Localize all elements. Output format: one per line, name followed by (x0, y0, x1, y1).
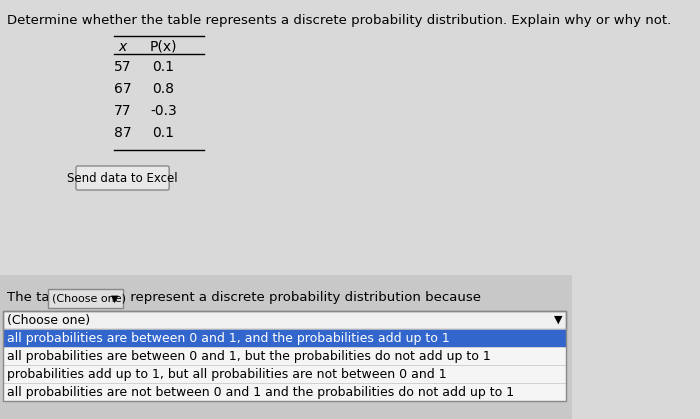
Text: 0.8: 0.8 (153, 82, 174, 96)
Text: 0.1: 0.1 (153, 60, 174, 74)
FancyBboxPatch shape (76, 166, 169, 190)
Text: all probabilities are between 0 and 1, and the probabilities add up to 1: all probabilities are between 0 and 1, a… (6, 331, 449, 344)
Text: 77: 77 (114, 104, 132, 118)
FancyBboxPatch shape (48, 289, 123, 308)
Bar (4, 365, 566, 383)
Text: x: x (118, 40, 127, 54)
Text: (Choose one): (Choose one) (6, 313, 90, 326)
Text: 67: 67 (114, 82, 132, 96)
Text: ▼: ▼ (554, 315, 562, 325)
Bar (4, 383, 566, 401)
Bar (0, 275, 572, 419)
Text: Send data to Excel: Send data to Excel (67, 171, 178, 184)
Text: (Choose one): (Choose one) (52, 293, 126, 303)
Bar (4, 311, 566, 329)
Text: The table: The table (6, 291, 74, 304)
Text: 0.1: 0.1 (153, 126, 174, 140)
Bar (4, 347, 566, 365)
Bar (4, 329, 566, 347)
Text: P(x): P(x) (150, 40, 177, 54)
Text: all probabilities are not between 0 and 1 and the probabilities do not add up to: all probabilities are not between 0 and … (6, 385, 514, 398)
Text: represent a discrete probability distribution because: represent a discrete probability distrib… (126, 291, 481, 304)
Text: 57: 57 (114, 60, 132, 74)
Text: probabilities add up to 1, but all probabilities are not between 0 and 1: probabilities add up to 1, but all proba… (6, 367, 446, 380)
Text: Determine whether the table represents a discrete probability distribution. Expl: Determine whether the table represents a… (6, 14, 671, 27)
Bar (4, 311, 566, 401)
Text: -0.3: -0.3 (150, 104, 177, 118)
Text: 87: 87 (114, 126, 132, 140)
Text: all probabilities are between 0 and 1, but the probabilities do not add up to 1: all probabilities are between 0 and 1, b… (6, 349, 490, 362)
Text: ▼: ▼ (111, 293, 118, 303)
